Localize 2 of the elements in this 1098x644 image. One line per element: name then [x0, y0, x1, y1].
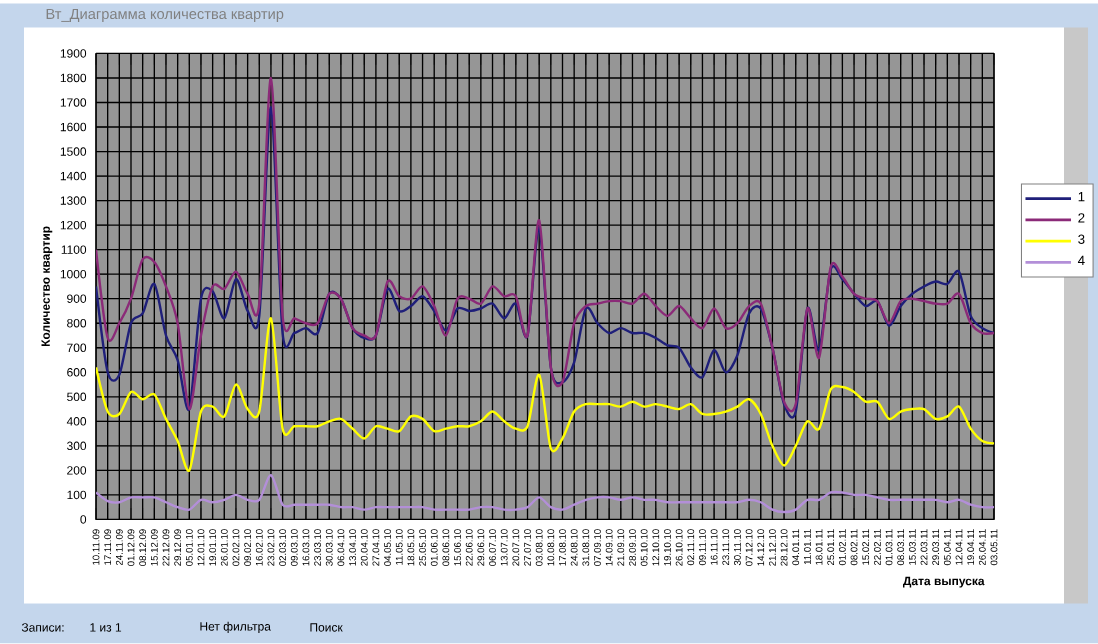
line-series [96, 474, 994, 514]
line-series [96, 317, 994, 472]
